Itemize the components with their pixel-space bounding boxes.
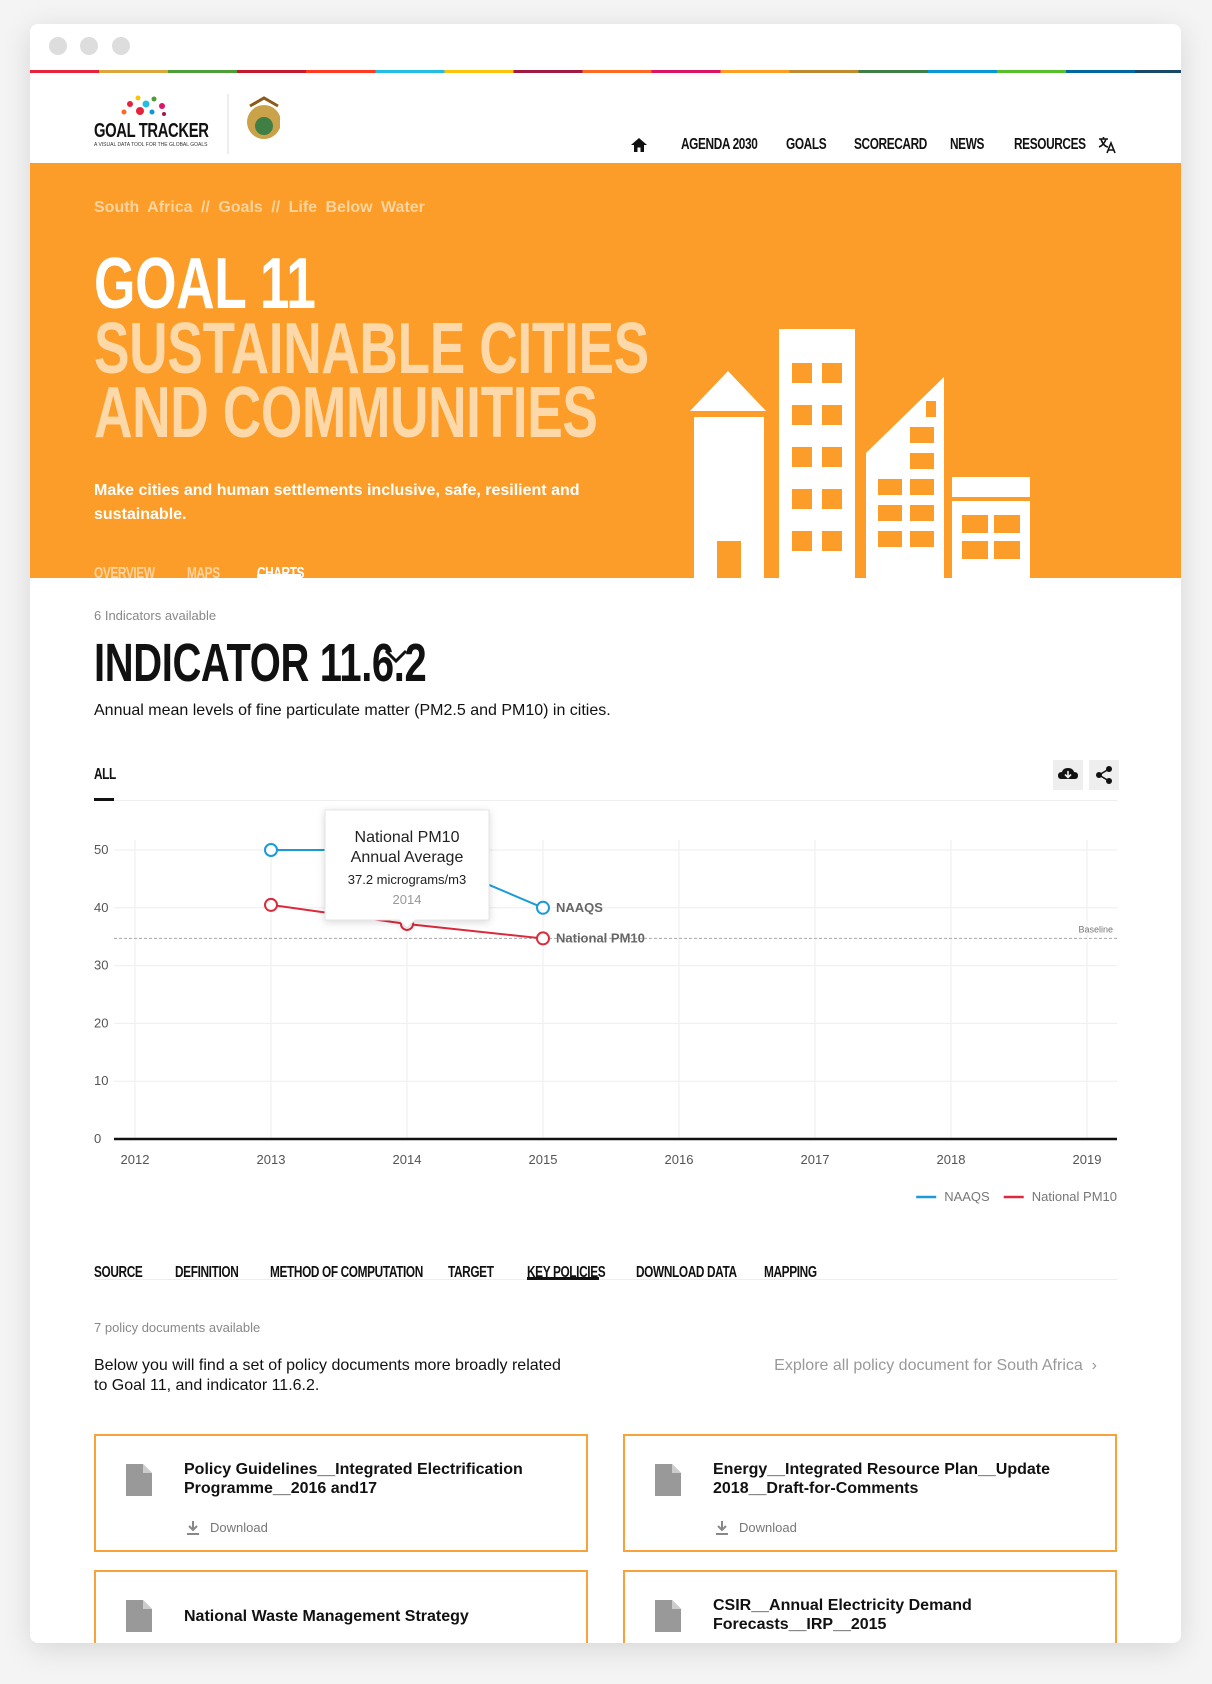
hero-tab[interactable]: MAPS: [187, 565, 220, 582]
info-tab[interactable]: TARGET: [448, 1264, 494, 1281]
x-tick-label: 2012: [121, 1152, 150, 1167]
explore-link[interactable]: Explore all policy document for South Af…: [774, 1357, 1097, 1374]
x-tick-label: 2015: [529, 1152, 558, 1167]
policy-title: CSIR__Annual Electricity Demand Forecast…: [713, 1597, 972, 1633]
active-tab-indicator: [257, 574, 301, 578]
nav-link[interactable]: NEWS: [950, 136, 985, 153]
chart-actions: [1053, 760, 1119, 790]
x-tick-label: 2019: [1073, 1152, 1102, 1167]
download-icon: [187, 1521, 199, 1535]
tooltip-value: 37.2 micrograms/m3: [348, 872, 466, 887]
breadcrumb-link[interactable]: South Africa: [94, 199, 193, 216]
indicator-description: Annual mean levels of fine particulate m…: [94, 702, 611, 719]
breadcrumb-link[interactable]: Life Below Water: [288, 199, 425, 216]
divider: [94, 1279, 1117, 1280]
policy-card[interactable]: National Waste Management Strategy: [94, 1570, 588, 1643]
home-icon[interactable]: [630, 137, 648, 153]
breadcrumb-separator: //: [200, 199, 210, 216]
data-point: [536, 931, 550, 946]
hero-tab[interactable]: OVERVIEW: [94, 565, 155, 582]
goal-title: AND COMMUNITIES: [94, 373, 598, 453]
document-icon: [655, 1600, 681, 1632]
city-illustration: [690, 329, 1030, 578]
tooltip-subtitle: Annual Average: [351, 849, 464, 866]
x-tick-label: 2016: [665, 1152, 694, 1167]
y-tick-label: 0: [94, 1131, 101, 1146]
y-tick-label: 50: [94, 842, 108, 857]
breadcrumb-separator: //: [271, 199, 281, 216]
legend-label: National PM10: [1032, 1189, 1117, 1204]
policy-title: National Waste Management Strategy: [184, 1608, 469, 1625]
sdg-color-bar: [30, 70, 1181, 73]
policy-card[interactable]: Energy__Integrated Resource Plan__Update…: [623, 1434, 1117, 1552]
y-tick-label: 10: [94, 1073, 108, 1088]
tooltip-x: 2014: [393, 892, 422, 907]
policy-count: 7 policy documents available: [94, 1320, 261, 1335]
tooltip: National PM10 Annual Average 37.2 microgra…: [324, 809, 490, 929]
download-link[interactable]: Download: [739, 1520, 797, 1535]
goal-description: Make cities and human settlements inclus…: [94, 482, 580, 523]
explore-text: Explore all policy document for South Af…: [774, 1357, 1083, 1374]
goal-number: GOAL 11: [94, 244, 316, 324]
y-tick-label: 20: [94, 1015, 108, 1030]
info-tab[interactable]: DEFINITION: [175, 1264, 239, 1281]
x-tick-label: 2013: [257, 1152, 286, 1167]
data-point: [264, 843, 278, 857]
y-tick-label: 40: [94, 900, 108, 915]
chart: 0 10 20 30 40 50 2012 2013 2014 2015 2016 2017 2018 2…: [94, 809, 1117, 1204]
active-tab-indicator: [94, 798, 114, 801]
x-tick-label: 2014: [393, 1152, 422, 1167]
info-tab[interactable]: METHOD OF COMPUTATION: [270, 1264, 423, 1281]
nav-link[interactable]: SCORECARD: [854, 136, 927, 153]
baseline-label: Baseline: [1078, 924, 1113, 934]
document-icon: [655, 1464, 681, 1496]
nav-link[interactable]: GOALS: [786, 136, 827, 153]
download-icon: [716, 1521, 728, 1535]
info-tab[interactable]: DOWNLOAD DATA: [636, 1264, 737, 1281]
info-tab[interactable]: SOURCE: [94, 1264, 143, 1281]
chart-tab[interactable]: ALL: [94, 766, 116, 783]
indicator-title: INDICATOR 11.6.2: [94, 633, 427, 693]
nav-link[interactable]: AGENDA 2030: [681, 136, 758, 153]
active-tab-indicator: [527, 1277, 599, 1280]
hero: South Africa // Goals // Life Below Wate…: [30, 163, 1181, 582]
y-tick-label: 30: [94, 958, 108, 973]
logo-text: GOAL TRACKER: [94, 120, 209, 142]
policy-card[interactable]: Policy Guidelines__Integrated Electrific…: [94, 1434, 588, 1552]
data-point: [536, 900, 550, 915]
policy-title: Energy__Integrated Resource Plan__Update…: [713, 1461, 1051, 1497]
tooltip-title: National PM10: [355, 829, 460, 846]
browser-window: GOAL TRACKER A VISUAL DATA TOOL FOR THE …: [30, 24, 1181, 1643]
goal-title: SUSTAINABLE CITIES: [94, 309, 649, 389]
tooltip-box: [324, 809, 490, 929]
series-end-label: NAAQS: [556, 900, 603, 915]
data-point: [264, 897, 278, 912]
indicator-count: 6 Indicators available: [94, 608, 217, 623]
info-tab[interactable]: KEY POLICIES: [527, 1264, 606, 1281]
window-dots: [49, 37, 130, 55]
nav-link[interactable]: RESOURCES: [1014, 136, 1086, 153]
document-icon: [126, 1600, 152, 1632]
translate-icon[interactable]: [1097, 135, 1117, 155]
breadcrumb: South Africa // Goals // Life Below Wate…: [94, 199, 425, 217]
download-link[interactable]: Download: [210, 1520, 268, 1535]
logos: [121, 94, 280, 154]
legend-label: NAAQS: [944, 1189, 990, 1204]
logo-tagline: A VISUAL DATA TOOL FOR THE GLOBAL GOALS: [94, 142, 208, 148]
policy-card[interactable]: CSIR__Annual Electricity Demand Forecast…: [623, 1570, 1117, 1643]
policy-intro: Below you will find a set of policy docu…: [94, 1357, 561, 1394]
divider: [114, 800, 1117, 801]
document-icon: [126, 1464, 152, 1496]
indicator-dropdown[interactable]: [382, 646, 412, 666]
series-end-label: National PM10: [556, 930, 645, 945]
x-tick-label: 2017: [801, 1152, 830, 1167]
breadcrumb-link[interactable]: Goals: [218, 199, 263, 216]
share-button[interactable]: [1089, 760, 1119, 790]
policy-title: Policy Guidelines__Integrated Electrific…: [184, 1461, 523, 1497]
info-tab[interactable]: MAPPING: [764, 1264, 817, 1281]
x-tick-label: 2018: [937, 1152, 966, 1167]
